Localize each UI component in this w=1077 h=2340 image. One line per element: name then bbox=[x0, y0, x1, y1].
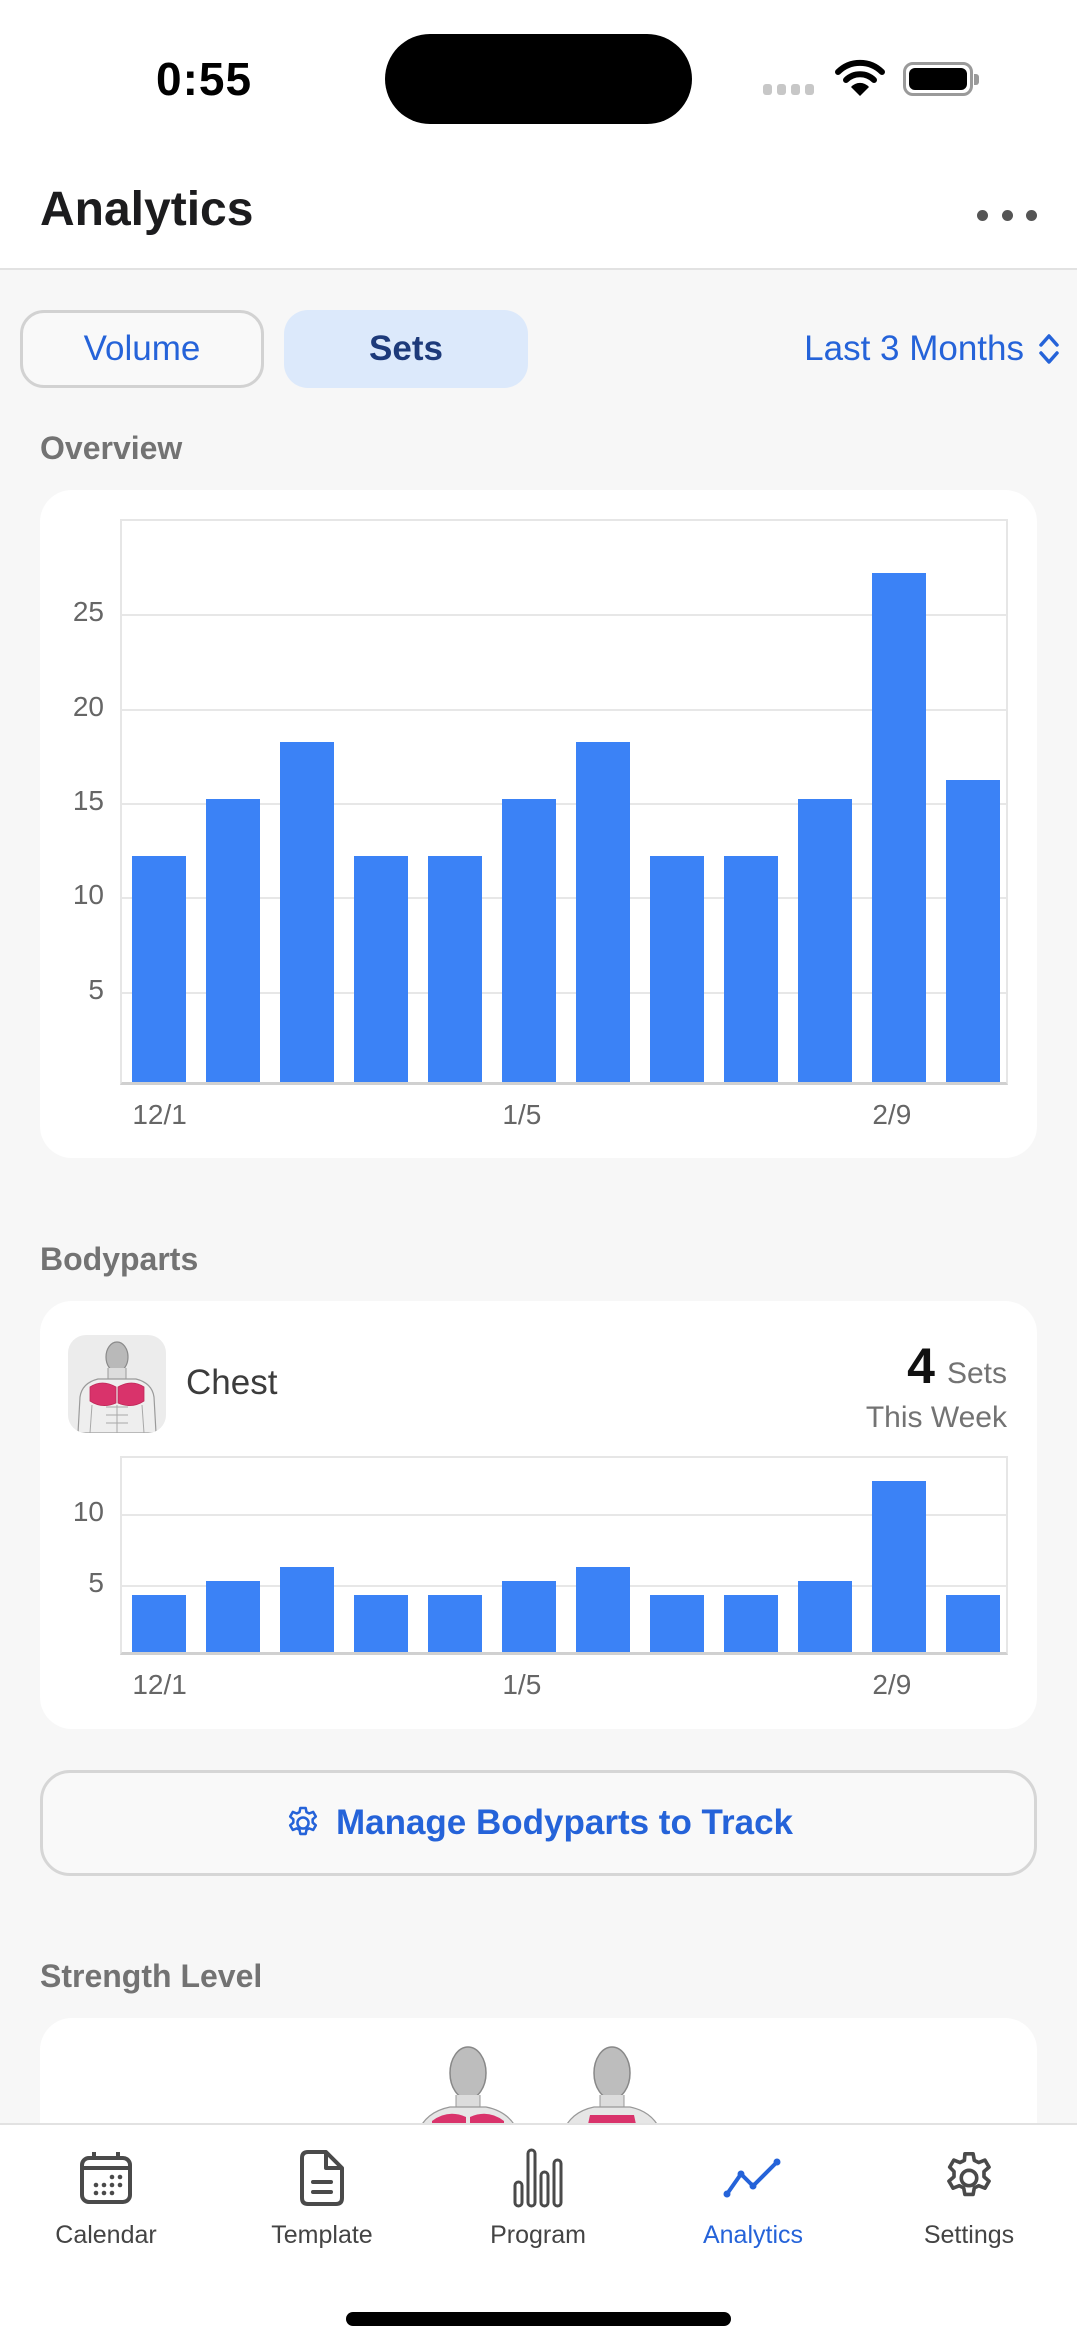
bar[interactable] bbox=[576, 742, 630, 1082]
plot-area bbox=[120, 1456, 1008, 1655]
bar[interactable] bbox=[650, 855, 704, 1082]
x-axis-tick-label: 12/1 bbox=[132, 1669, 187, 1700]
dynamic-island bbox=[385, 34, 692, 124]
bodypart-period: This Week bbox=[865, 1401, 1007, 1434]
y-axis-tick-label: 5 bbox=[88, 1566, 104, 1598]
page-title: Analytics bbox=[40, 183, 254, 236]
gridline bbox=[122, 1513, 1006, 1516]
ellipsis-icon bbox=[977, 209, 988, 221]
status-time: 0:55 bbox=[156, 53, 253, 105]
bar[interactable] bbox=[650, 1595, 704, 1652]
bodypart-set-count: 4 bbox=[907, 1338, 935, 1394]
bar[interactable] bbox=[502, 799, 556, 1082]
chest-muscle-icon bbox=[68, 1335, 166, 1433]
x-axis-tick-label: 1/5 bbox=[502, 1099, 542, 1130]
nav-header: Analytics bbox=[0, 160, 1077, 270]
bodypart-set-unit: Sets bbox=[946, 1357, 1007, 1390]
body-front-back-figure bbox=[417, 2046, 662, 2133]
segment-volume[interactable]: Volume bbox=[20, 310, 264, 388]
bar[interactable] bbox=[724, 855, 778, 1082]
line-chart-icon bbox=[723, 2145, 783, 2211]
wifi-icon bbox=[835, 59, 885, 96]
bar[interactable] bbox=[280, 1566, 334, 1652]
bar[interactable] bbox=[946, 780, 1000, 1082]
bar[interactable] bbox=[724, 1595, 778, 1652]
bar[interactable] bbox=[872, 1481, 926, 1652]
bar[interactable] bbox=[872, 572, 926, 1082]
tab-label: Analytics bbox=[702, 2221, 804, 2249]
gear-icon bbox=[940, 2145, 998, 2211]
y-axis-tick-label: 20 bbox=[72, 690, 104, 722]
bar[interactable] bbox=[354, 1595, 408, 1652]
x-axis-tick-label: 2/9 bbox=[872, 1669, 912, 1700]
overview-bar-chart: 5 10 15 20 25 12/1 1/5 2/9 bbox=[40, 490, 1037, 1158]
tab-label: Template bbox=[271, 2221, 373, 2249]
battery-full-icon bbox=[903, 62, 979, 96]
section-title-strength-level: Strength Level bbox=[40, 1958, 263, 1994]
status-bar: 0:55 bbox=[0, 0, 1077, 160]
bar[interactable] bbox=[946, 1595, 1000, 1652]
tab-template[interactable]: Template bbox=[232, 2145, 412, 2250]
bodypart-name: Chest bbox=[186, 1363, 278, 1402]
more-options-button[interactable] bbox=[977, 200, 1037, 230]
tab-analytics[interactable]: Analytics bbox=[663, 2145, 843, 2250]
gridline bbox=[122, 803, 1006, 805]
gridline bbox=[122, 614, 1006, 617]
controls-row: Volume Sets Last 3 Months bbox=[20, 310, 1060, 388]
manage-bodyparts-button[interactable]: Manage Bodyparts to Track bbox=[40, 1770, 1037, 1876]
bar-chart-icon bbox=[513, 2145, 563, 2211]
tab-settings[interactable]: Settings bbox=[879, 2145, 1059, 2250]
bar[interactable] bbox=[502, 1580, 556, 1652]
bar[interactable] bbox=[132, 855, 186, 1082]
bodypart-card-chest[interactable]: Chest 4 Sets This Week 5 10 12/1 1/5 2/9 bbox=[40, 1301, 1037, 1729]
tab-program[interactable]: Program bbox=[448, 2145, 628, 2250]
bar[interactable] bbox=[428, 1595, 482, 1652]
chevron-up-down-icon bbox=[1039, 334, 1059, 364]
cellular-signal-icon bbox=[763, 84, 814, 95]
y-axis-tick-label: 5 bbox=[88, 973, 104, 1005]
section-title-bodyparts: Bodyparts bbox=[40, 1241, 199, 1277]
bar[interactable] bbox=[354, 855, 408, 1082]
plot-area bbox=[120, 519, 1008, 1085]
y-axis-tick-label: 10 bbox=[72, 879, 104, 911]
segment-sets[interactable]: Sets bbox=[284, 310, 528, 388]
x-axis-tick-label: 1/5 bbox=[502, 1669, 542, 1700]
section-title-overview: Overview bbox=[40, 430, 183, 466]
bar[interactable] bbox=[206, 799, 260, 1082]
document-icon bbox=[300, 2145, 344, 2211]
home-indicator bbox=[346, 2312, 731, 2326]
y-axis-tick-label: 15 bbox=[72, 785, 104, 816]
gridline bbox=[122, 1584, 1006, 1587]
tab-label: Settings bbox=[923, 2221, 1015, 2249]
tab-bar: Calendar Template Program bbox=[0, 2123, 1077, 2340]
bar[interactable] bbox=[132, 1595, 186, 1652]
y-axis-tick-label: 25 bbox=[72, 596, 104, 628]
bar[interactable] bbox=[576, 1566, 630, 1652]
tab-calendar[interactable]: Calendar bbox=[16, 2145, 196, 2250]
gridline bbox=[122, 897, 1006, 900]
y-axis-tick-label: 10 bbox=[72, 1495, 104, 1527]
chest-bar-chart: 5 10 12/1 1/5 2/9 bbox=[40, 1301, 1037, 1729]
bar[interactable] bbox=[428, 855, 482, 1082]
tab-label: Program bbox=[490, 2221, 586, 2249]
bar[interactable] bbox=[206, 1580, 260, 1652]
bar[interactable] bbox=[798, 1580, 852, 1652]
manage-bodyparts-label: Manage Bodyparts to Track bbox=[335, 1803, 794, 1842]
calendar-icon bbox=[78, 2145, 134, 2211]
overview-card: 5 10 15 20 25 12/1 1/5 2/9 bbox=[40, 490, 1037, 1158]
date-range-label: Last 3 Months bbox=[804, 329, 1024, 368]
gear-icon bbox=[288, 1806, 318, 1836]
date-range-picker[interactable]: Last 3 Months bbox=[804, 310, 1060, 388]
bar[interactable] bbox=[280, 742, 334, 1082]
gridline bbox=[122, 991, 1006, 994]
x-axis-tick-label: 2/9 bbox=[872, 1099, 912, 1130]
bodypart-weekly-stat: 4 Sets This Week bbox=[866, 1337, 1007, 1435]
gridline bbox=[122, 708, 1006, 711]
bar[interactable] bbox=[798, 799, 852, 1082]
tab-label: Calendar bbox=[55, 2221, 157, 2249]
x-axis-tick-label: 12/1 bbox=[132, 1099, 187, 1130]
